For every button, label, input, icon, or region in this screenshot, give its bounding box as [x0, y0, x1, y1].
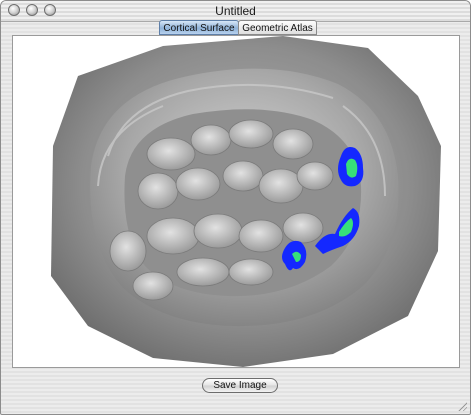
window-title: Untitled: [215, 4, 256, 18]
sulci-lines: [97, 83, 386, 197]
save-image-button[interactable]: Save Image: [202, 378, 278, 393]
tab-bar: Cortical Surface Geometric Atlas: [1, 20, 470, 36]
tab-content-panel: [12, 35, 460, 368]
title-bar[interactable]: Untitled: [1, 1, 470, 22]
tab-geometric-atlas[interactable]: Geometric Atlas: [238, 20, 317, 35]
minimize-icon[interactable]: [26, 4, 38, 16]
activation-cluster-2: [315, 208, 360, 254]
resize-grip-icon[interactable]: [457, 401, 467, 411]
close-icon[interactable]: [8, 4, 20, 16]
activation-clusters: [282, 147, 364, 271]
cortical-surface-viewport[interactable]: [13, 36, 459, 367]
cortical-gyri: [109, 119, 334, 301]
zoom-icon[interactable]: [44, 4, 56, 16]
tab-cortical-surface[interactable]: Cortical Surface: [159, 20, 239, 35]
